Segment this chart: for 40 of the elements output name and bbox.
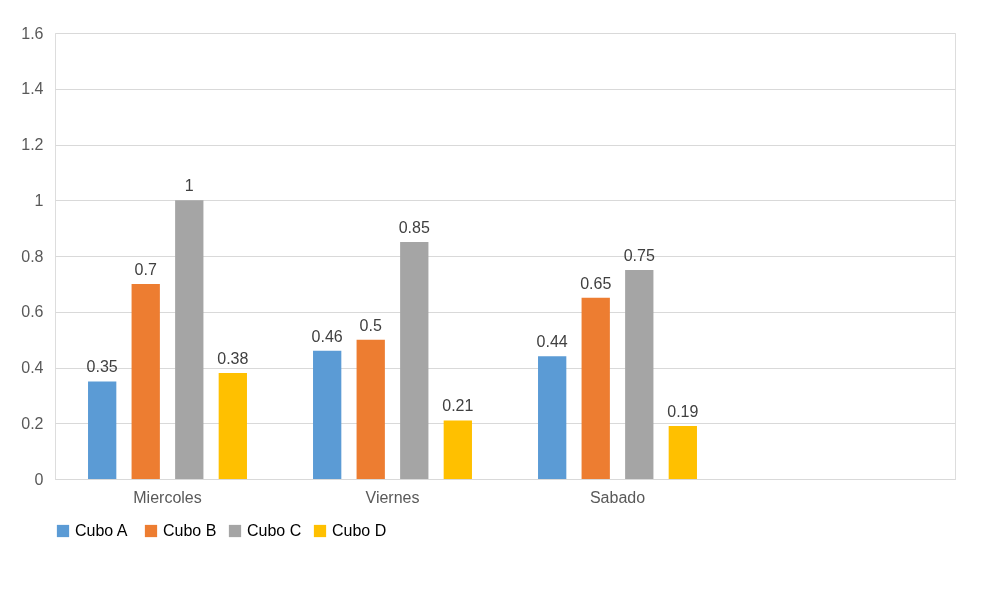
data-label: 0.75 xyxy=(623,246,655,264)
y-tick-label: 0.2 xyxy=(21,414,44,432)
legend-label: Cubo D xyxy=(332,522,387,539)
bar xyxy=(625,269,654,479)
data-label: 0.21 xyxy=(442,397,474,415)
data-label: 0.85 xyxy=(398,219,430,237)
bar xyxy=(313,350,342,479)
bar xyxy=(218,373,247,479)
x-tick-label: Viernes xyxy=(365,488,420,506)
data-label: 0.19 xyxy=(667,403,699,421)
bar xyxy=(88,381,117,479)
data-label: 0.35 xyxy=(86,358,118,376)
y-tick-label: 0.6 xyxy=(21,303,44,321)
data-label: 0.65 xyxy=(580,274,612,292)
y-tick-label: 1.2 xyxy=(21,136,44,153)
data-label: 0.5 xyxy=(359,316,382,334)
bar xyxy=(581,297,610,479)
legend-label: Cubo C xyxy=(247,522,302,539)
data-label: 0.7 xyxy=(134,260,157,278)
y-tick-label: 0 xyxy=(34,470,44,488)
x-tick-label: Sabado xyxy=(589,488,646,506)
y-tick-label: 0.8 xyxy=(21,247,44,265)
y-tick-label: 0.4 xyxy=(21,359,44,376)
bar xyxy=(356,339,385,479)
y-tick-label: 1 xyxy=(34,191,44,209)
y-tick-label: 1.4 xyxy=(21,80,44,98)
legend-label: Cubo B xyxy=(163,522,217,539)
data-label: 0.46 xyxy=(311,327,343,345)
bar xyxy=(400,242,429,479)
legend-label: Cubo A xyxy=(75,522,128,539)
data-label: 0.44 xyxy=(536,333,568,351)
y-tick-label: 1.6 xyxy=(21,24,44,42)
bar xyxy=(538,356,567,479)
x-tick-label: Miercoles xyxy=(133,488,202,506)
bar xyxy=(175,200,204,479)
bar xyxy=(443,420,472,479)
bar xyxy=(668,426,697,479)
data-label: 0.38 xyxy=(217,350,249,368)
bar xyxy=(131,283,160,479)
data-label: 1 xyxy=(184,177,194,195)
